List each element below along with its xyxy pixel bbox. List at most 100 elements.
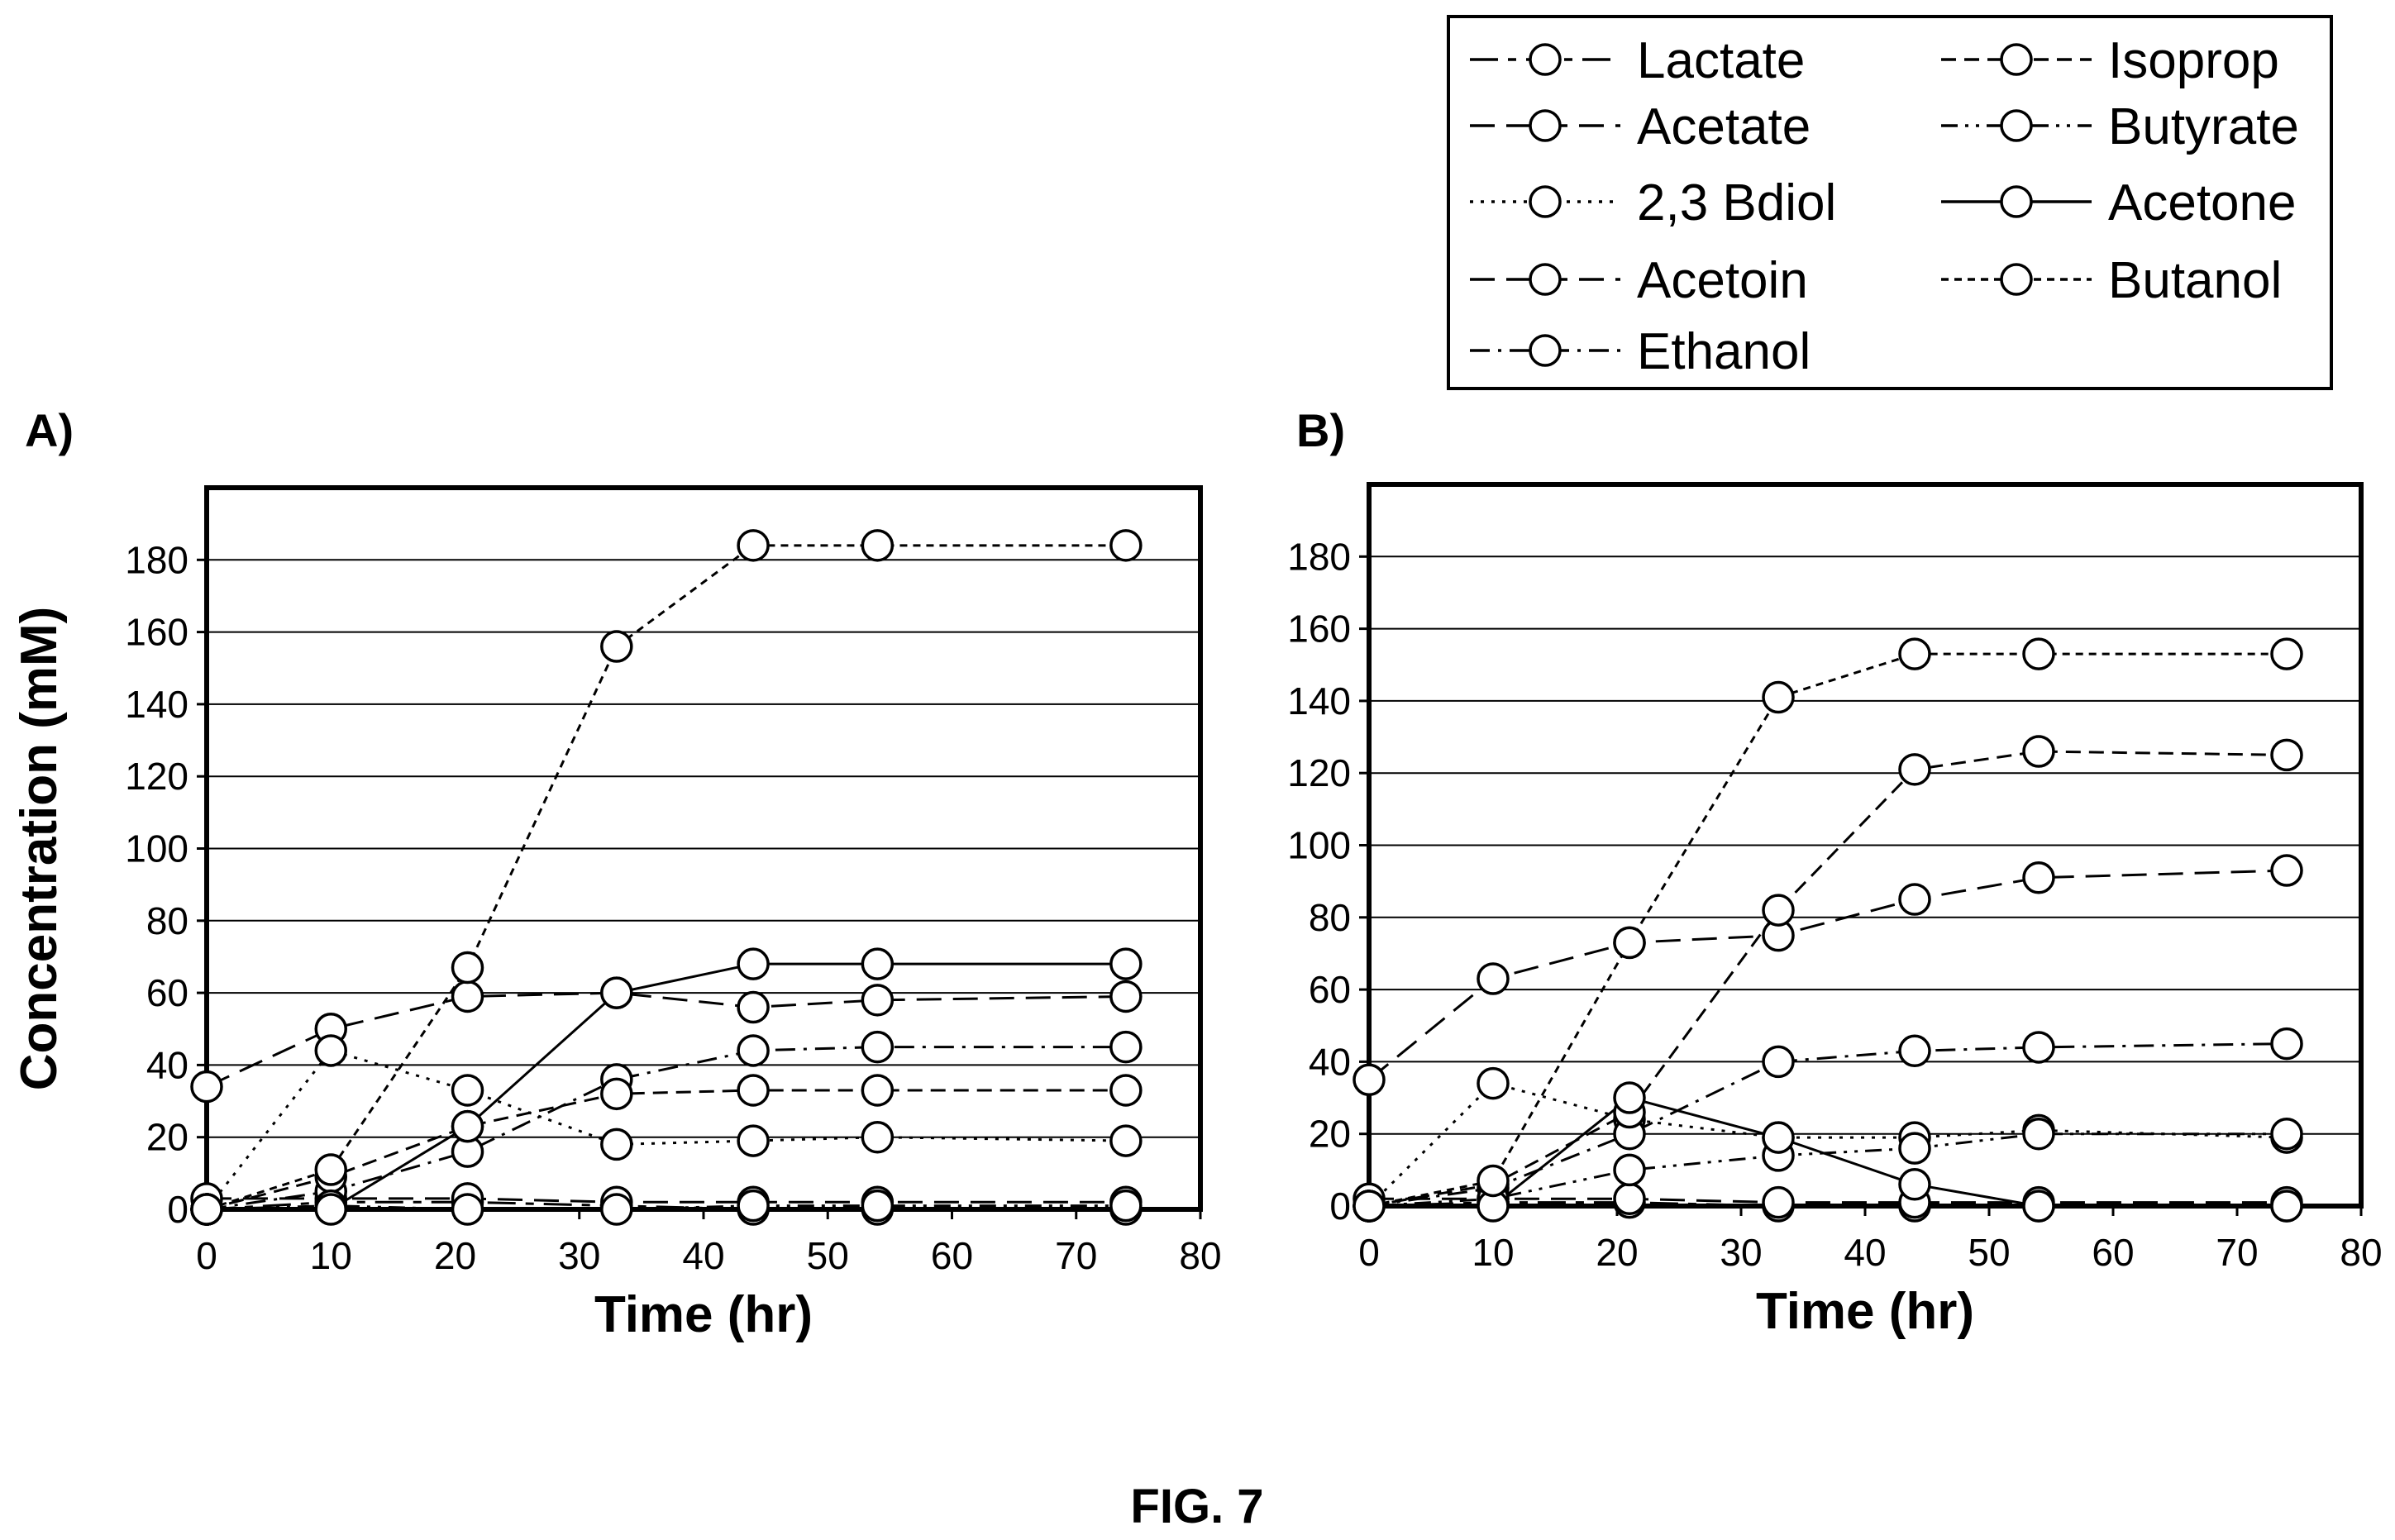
data-point-butanol: [1109, 529, 1143, 562]
legend-swatch-marker: [1529, 334, 1562, 367]
data-point-ethanol: [1762, 1045, 1795, 1079]
data-point-acetate: [2022, 861, 2055, 894]
data-point-butanol: [600, 630, 633, 663]
data-point-butanol: [2022, 637, 2055, 670]
data-point-acetoin: [1762, 1185, 1795, 1219]
data-point-butyrate: [1613, 1153, 1646, 1187]
data-point-acetate: [737, 990, 770, 1024]
data-point-acetate: [451, 980, 484, 1013]
data-point-acetone: [600, 976, 633, 1009]
data-point-acetate: [1477, 962, 1510, 995]
data-point-2-3-bdiol: [600, 1128, 633, 1161]
chart-panel-b: B) 0 20 40 60 80 100 120 140 160 180 0 10 20 30 40 50 60 7…: [1287, 404, 2382, 1340]
data-point-butanol: [1762, 680, 1795, 714]
y-tick-label: 120: [1287, 751, 1351, 794]
data-point-acetate: [1109, 980, 1143, 1013]
data-point-butyrate: [600, 1193, 633, 1226]
y-tick-label: 160: [1287, 608, 1351, 651]
y-tick-label: 0: [167, 1188, 188, 1231]
data-point-isoprop: [600, 1077, 633, 1111]
data-point-acetate: [2270, 854, 2303, 887]
data-point-ethanol: [2270, 1027, 2303, 1061]
data-point-butanol: [190, 1193, 223, 1226]
y-tick-label: 140: [125, 683, 188, 726]
x-tick-label: 80: [1179, 1234, 1221, 1277]
data-point-acetone: [861, 947, 895, 980]
data-point-ethanol: [2022, 1031, 2055, 1064]
data-point-ethanol: [1109, 1030, 1143, 1064]
y-tick-label: 100: [1287, 824, 1351, 867]
x-tick-label: 0: [1358, 1231, 1380, 1274]
x-tick-label: 40: [682, 1234, 724, 1277]
data-point-isoprop: [737, 1074, 770, 1107]
data-point-acetone: [2022, 1190, 2055, 1223]
data-point-butanol: [2270, 637, 2303, 670]
series-line-acetate: [206, 991, 1126, 1088]
data-point-butanol: [1477, 1164, 1510, 1198]
x-tick-label: 40: [1844, 1231, 1886, 1274]
legend-box: [1447, 15, 2333, 390]
data-point-isoprop: [1762, 894, 1795, 927]
x-axis-title: Time (hr): [594, 1286, 813, 1343]
y-tick-label: 120: [125, 755, 188, 798]
data-point-ethanol: [861, 1030, 895, 1064]
data-point-butanol: [314, 1153, 347, 1186]
x-tick-label: 60: [931, 1234, 973, 1277]
data-point-butyrate: [1109, 1189, 1143, 1223]
y-tick-label: 180: [125, 538, 188, 581]
data-point-butyrate: [451, 1193, 484, 1226]
panel-label: A): [25, 404, 74, 456]
data-point-butanol: [737, 529, 770, 562]
x-tick-label: 80: [2340, 1231, 2382, 1274]
legend-label-acetone: Acetone: [2108, 174, 2297, 231]
legend-swatch-marker: [1529, 185, 1562, 218]
data-point-butanol: [1353, 1190, 1386, 1223]
y-tick-label: 160: [125, 611, 188, 654]
y-tick-label: 40: [1309, 1040, 1351, 1083]
data-point-acetate: [1353, 1063, 1386, 1096]
data-point-butyrate: [2270, 1117, 2303, 1151]
y-tick-label: 80: [1309, 896, 1351, 939]
legend-swatch-marker: [2000, 109, 2033, 142]
data-point-2-3-bdiol: [1477, 1066, 1510, 1100]
data-point-isoprop: [861, 1074, 895, 1107]
y-tick-label: 140: [1287, 679, 1351, 722]
data-point-2-3-bdiol: [1109, 1124, 1143, 1157]
y-tick-label: 60: [146, 971, 188, 1014]
legend-swatch-marker: [1529, 263, 1562, 296]
data-point-isoprop: [2022, 735, 2055, 768]
x-tick-label: 70: [1055, 1234, 1097, 1277]
data-point-2-3-bdiol: [314, 1034, 347, 1067]
data-point-2-3-bdiol: [451, 1074, 484, 1107]
data-point-isoprop: [1109, 1074, 1143, 1107]
data-point-acetate: [1898, 883, 1931, 916]
legend-swatch-marker: [2000, 185, 2033, 218]
data-point-isoprop: [1898, 753, 1931, 786]
data-point-2-3-bdiol: [737, 1124, 770, 1157]
legend-label-acetoin: Acetoin: [1637, 252, 1808, 309]
data-point-ethanol: [737, 1034, 770, 1067]
series-line-butanol: [1368, 652, 2287, 1208]
y-tick-label: 100: [125, 827, 188, 870]
data-point-butanol: [1898, 637, 1931, 670]
legend-swatch-marker: [2000, 263, 2033, 296]
data-point-butanol: [451, 951, 484, 985]
x-tick-label: 10: [310, 1234, 352, 1277]
series-line-butanol: [206, 544, 1126, 1211]
data-point-ethanol: [1898, 1034, 1931, 1068]
data-point-acetoin: [1613, 1182, 1646, 1216]
data-point-acetate: [861, 984, 895, 1017]
legend-label-acetate: Acetate: [1637, 98, 1811, 155]
x-tick-label: 0: [196, 1234, 217, 1277]
data-point-2-3-bdiol: [861, 1120, 895, 1154]
data-point-butyrate: [1898, 1132, 1931, 1165]
data-point-acetone: [1613, 1081, 1646, 1114]
data-point-acetone: [737, 947, 770, 980]
x-tick-label: 20: [1596, 1231, 1638, 1274]
legend: Lactate Acetate 2,3 Bdiol Acetoin Ethanol Iso…: [1447, 15, 2333, 390]
y-tick-label: 180: [1287, 535, 1351, 578]
data-point-acetone: [1898, 1168, 1931, 1201]
legend-label-butyrate: Butyrate: [2108, 98, 2299, 155]
y-tick-label: 0: [1329, 1185, 1351, 1228]
y-tick-label: 80: [146, 899, 188, 942]
